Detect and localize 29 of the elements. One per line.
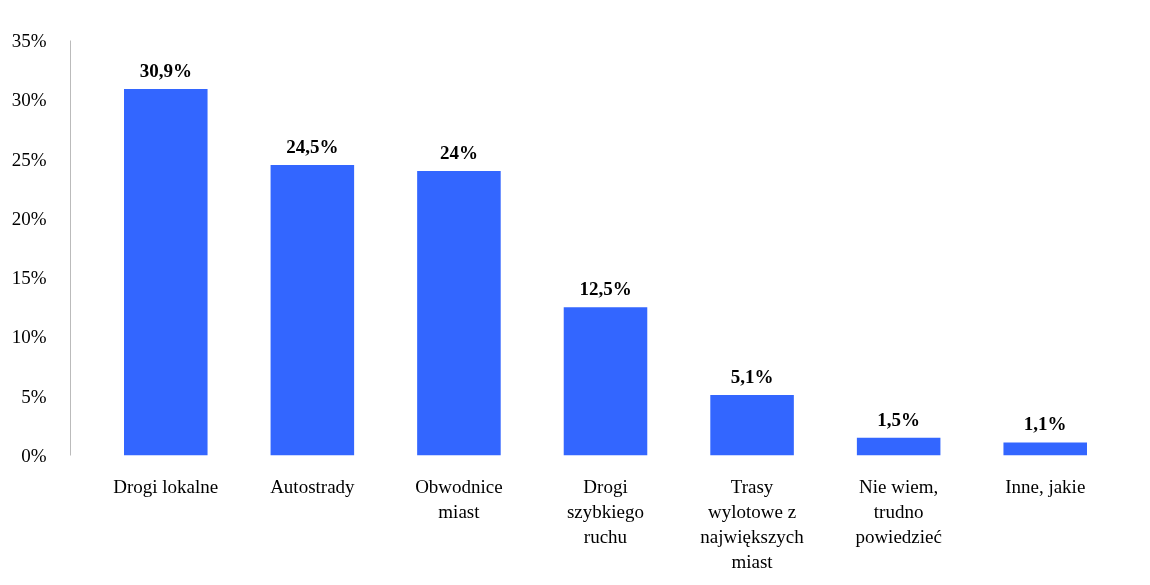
- bar: [270, 165, 355, 456]
- data-label: 1,1%: [1023, 413, 1067, 435]
- bar: [124, 89, 208, 456]
- x-tick-label: Drogi szybkiego ruchu: [566, 475, 645, 547]
- y-tick-label: 0%: [21, 445, 47, 466]
- data-label: 24%: [439, 141, 478, 163]
- bar: [856, 437, 941, 456]
- bar: [417, 170, 501, 456]
- x-tick-label: Obwodnice miast: [415, 475, 503, 522]
- y-tick-label: 25%: [11, 148, 47, 170]
- x-tick-label: Trasy wylotowe z największych miast: [700, 475, 805, 573]
- data-label: 24,5%: [286, 136, 339, 157]
- data-label: 5,1%: [730, 366, 774, 388]
- y-tick-label: 5%: [21, 385, 47, 407]
- data-label: 30,9%: [139, 60, 192, 82]
- y-tick-label: 20%: [11, 207, 47, 229]
- bar: [563, 307, 648, 456]
- data-label: 1,5%: [877, 408, 921, 430]
- y-tick-label: 30%: [11, 89, 47, 111]
- y-tick-label: 10%: [11, 326, 47, 348]
- x-tick-label: Nie wiem, trudno powiedzieć: [855, 475, 942, 547]
- y-tick-label: 35%: [11, 30, 47, 51]
- data-label: 12,5%: [579, 278, 632, 300]
- x-tick-label: Inne, jakie: [1005, 475, 1086, 497]
- bar: [1003, 442, 1087, 456]
- x-tick-label: Autostrady: [270, 475, 356, 497]
- x-tick-label: Drogi lokalne: [113, 475, 219, 497]
- y-tick-label: 15%: [11, 267, 47, 289]
- bar: [710, 395, 794, 456]
